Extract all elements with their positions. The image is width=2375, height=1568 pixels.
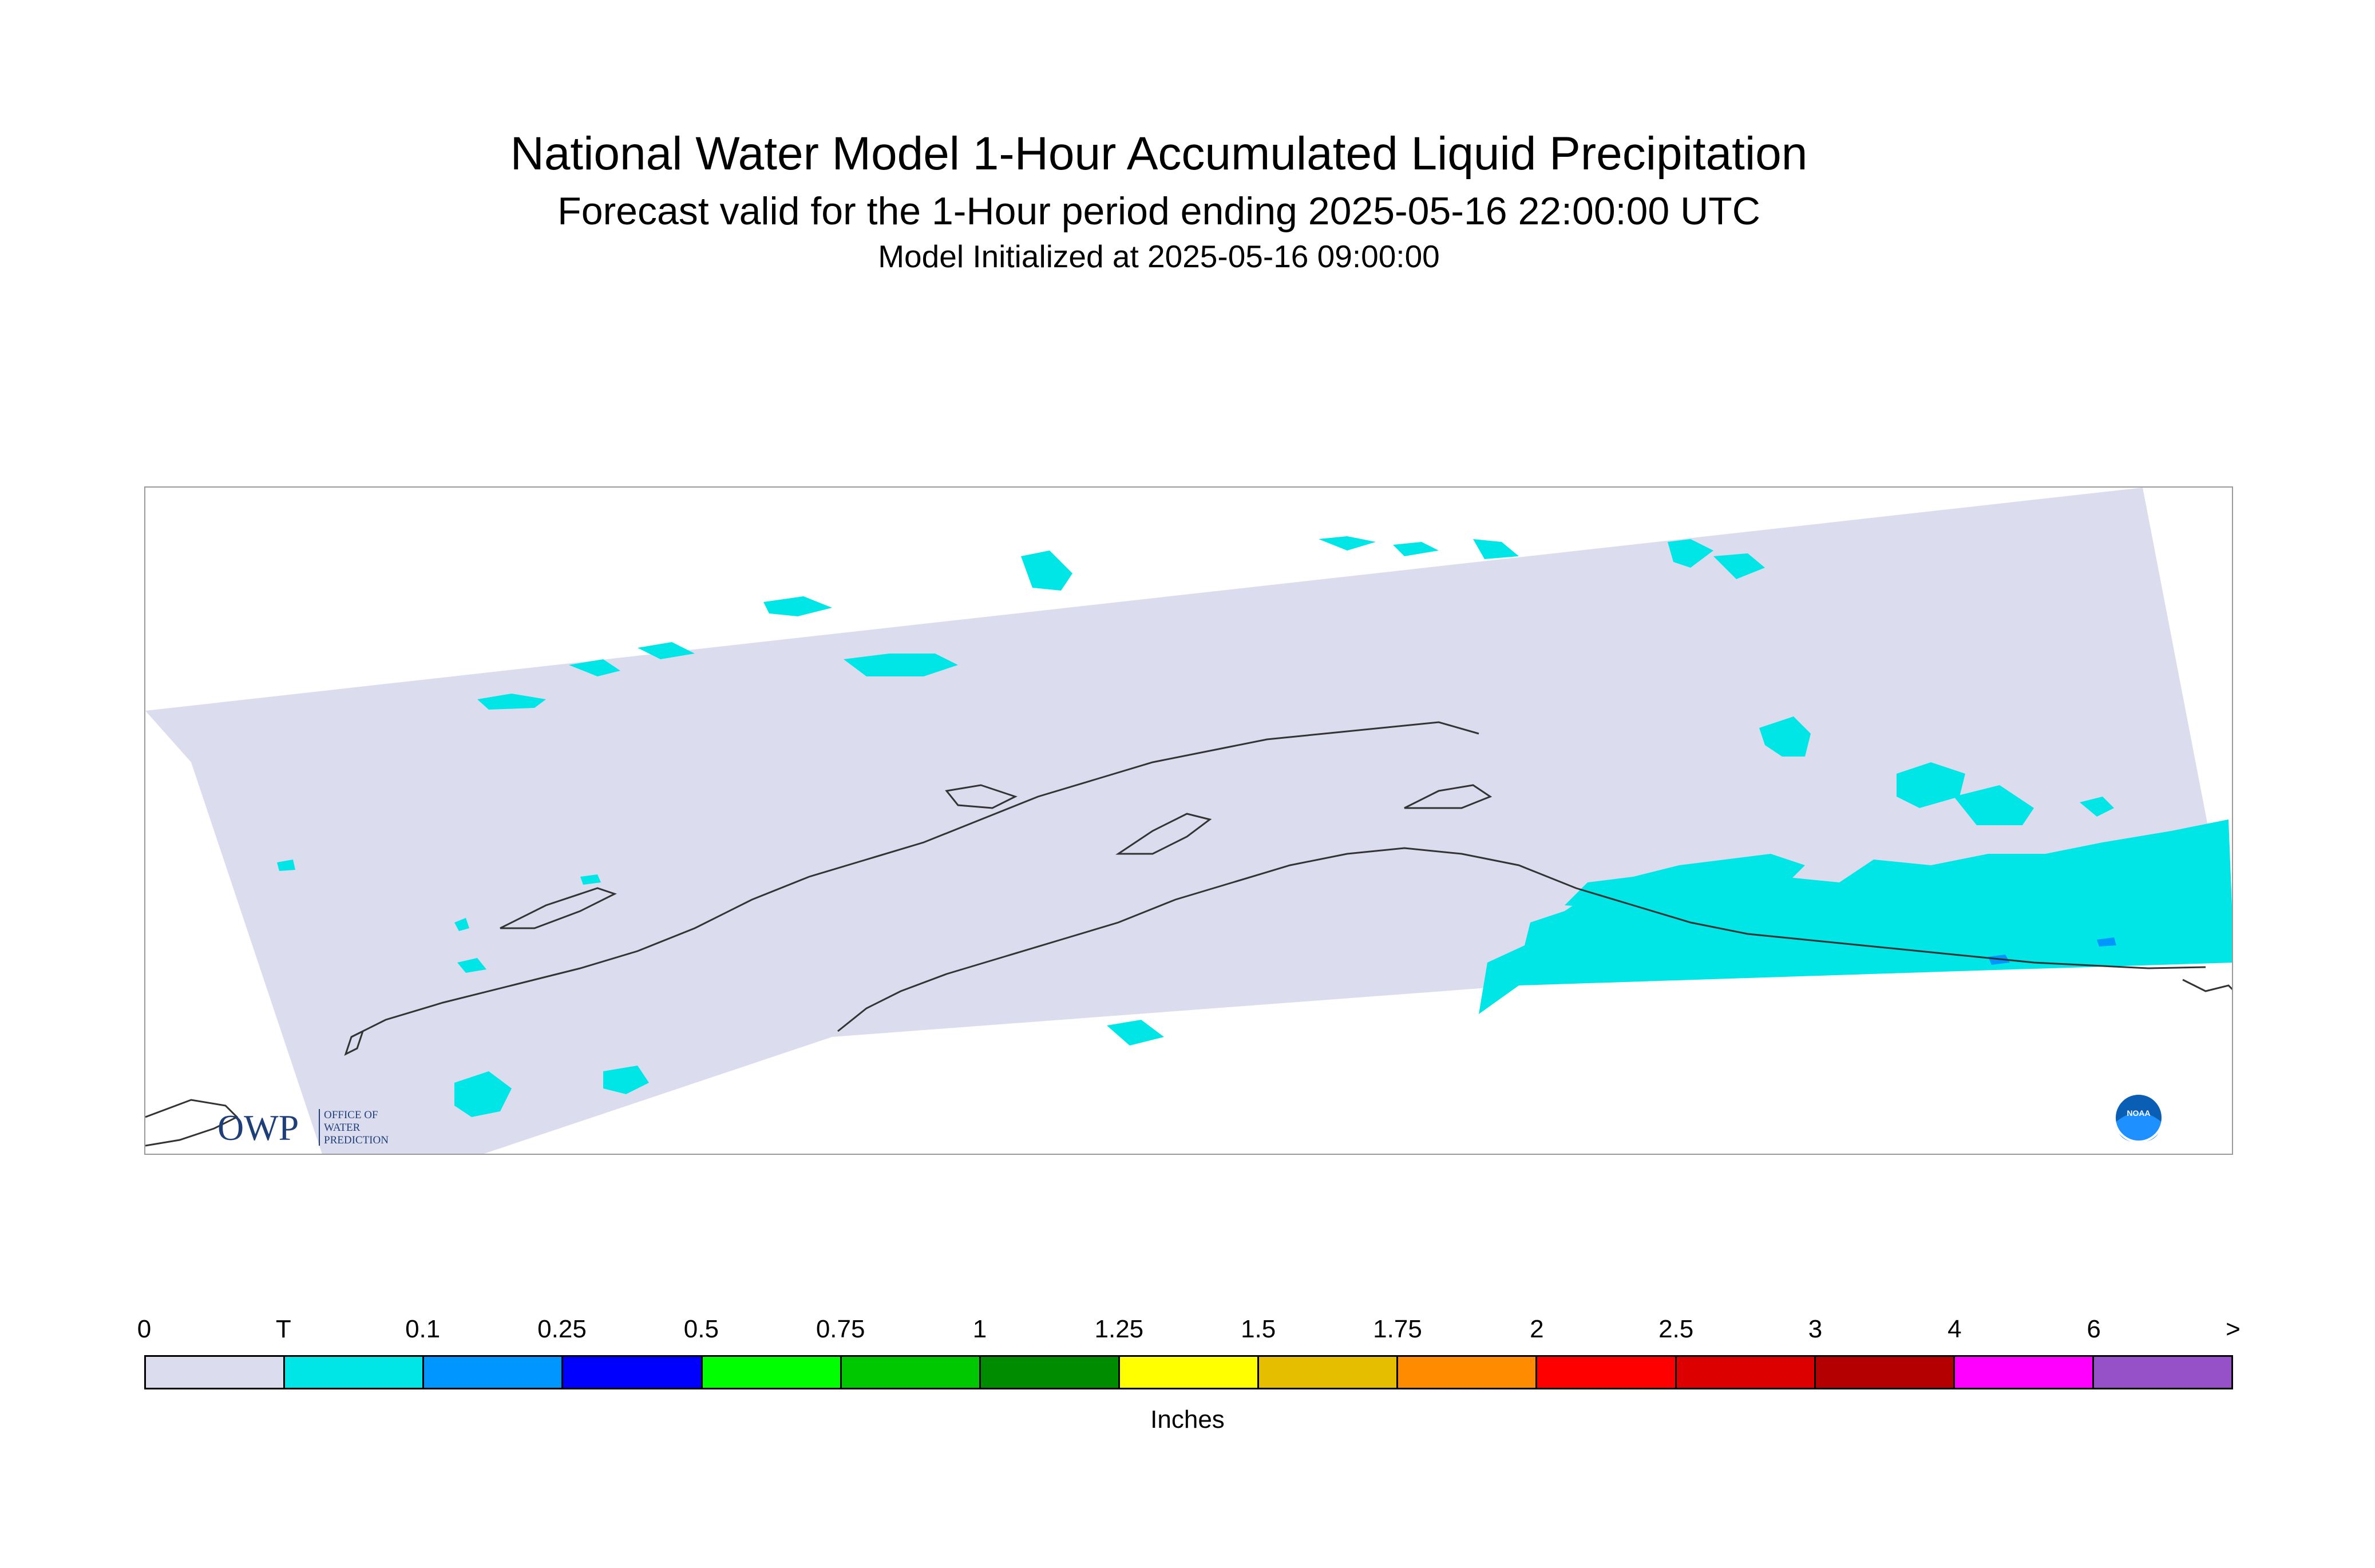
legend-tick-label: 2 [1530, 1315, 1544, 1343]
legend-swatch [1119, 1357, 1260, 1388]
precip-area-east [1479, 819, 2232, 1014]
legend-tick-label: 0.25 [537, 1315, 587, 1343]
legend-swatch [1676, 1357, 1816, 1388]
precipitation-map [145, 488, 2232, 1154]
legend-tick-label: 0.75 [816, 1315, 865, 1343]
legend-swatch [1398, 1357, 1538, 1388]
legend-swatch [1259, 1357, 1399, 1388]
legend-tick-label: 4 [1948, 1315, 1962, 1343]
legend-swatch [1537, 1357, 1677, 1388]
model-domain [145, 488, 2232, 1154]
owp-logo-text: OWP [217, 1107, 299, 1148]
precip-area-northeast [1759, 716, 2114, 825]
legend-tick-label: 1.25 [1094, 1315, 1144, 1343]
legend-tick-label: 1.75 [1373, 1315, 1422, 1343]
forecast-period: Forecast valid for the 1-Hour period end… [557, 189, 1760, 233]
legend-tick-label: 0 [137, 1315, 152, 1343]
owp-logo-sub-3: PREDICTION [324, 1134, 389, 1146]
map-panel: NOAA [144, 486, 2233, 1155]
coastlines [145, 721, 2232, 1147]
legend-tick-label: 1.5 [1241, 1315, 1276, 1343]
legend-swatch [146, 1357, 286, 1388]
legend-tick-label: T [275, 1315, 291, 1343]
legend-swatch [702, 1357, 842, 1388]
legend-swatch [285, 1357, 425, 1388]
model-init-time: Model Initialized at 2025-05-16 09:00:00 [878, 239, 1440, 274]
legend-tick-label: 3 [1808, 1315, 1823, 1343]
noaa-logo-text: NOAA [2127, 1108, 2150, 1118]
precip-area-northwest [477, 596, 832, 710]
map-title: National Water Model 1-Hour Accumulated … [510, 128, 1808, 180]
precip-area-north [844, 536, 1765, 676]
legend-tick-label: 2.5 [1658, 1315, 1694, 1343]
legend-tick-label: > [2226, 1315, 2241, 1343]
legend-swatch [1954, 1357, 2094, 1388]
color-bar-legend [144, 1355, 2233, 1389]
legend-swatch [841, 1357, 981, 1388]
legend-tick-label: 1 [972, 1315, 987, 1343]
legend-tick-label: 0.5 [683, 1315, 719, 1343]
legend-swatch [424, 1357, 564, 1388]
legend-swatch [563, 1357, 703, 1388]
precip-area-east-north [1565, 854, 1805, 908]
legend-units: Inches [1150, 1405, 1225, 1434]
legend-swatch [980, 1357, 1120, 1388]
noaa-logo-icon: NOAA [2113, 1092, 2164, 1143]
legend-tick-label: 0.1 [405, 1315, 441, 1343]
owp-logo-sub-2: WATER [324, 1122, 361, 1134]
precip-light-patch [1988, 937, 2116, 965]
owp-logo-sub-1: OFFICE OF [324, 1109, 378, 1121]
legend-tick-label: 6 [2087, 1315, 2101, 1343]
legend-swatch [2093, 1357, 2232, 1388]
legend-swatch [1815, 1357, 1955, 1388]
owp-logo-icon: OWP OFFICE OF WATER PREDICTION [217, 1107, 389, 1148]
